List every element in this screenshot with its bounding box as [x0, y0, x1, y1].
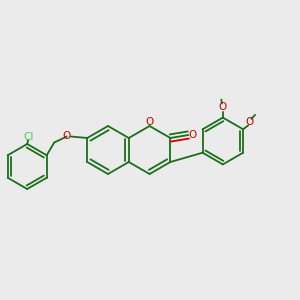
Text: O: O — [189, 130, 197, 140]
Text: O: O — [63, 131, 71, 141]
Text: O: O — [246, 117, 254, 127]
Text: Cl: Cl — [23, 131, 34, 142]
Text: O: O — [146, 117, 154, 127]
Text: O: O — [219, 102, 227, 112]
